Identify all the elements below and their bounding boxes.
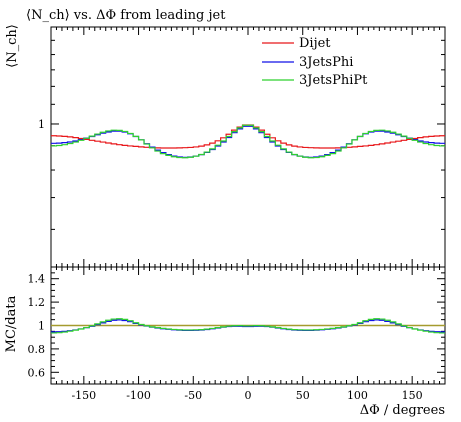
- series-line-dijet: [51, 124, 445, 149]
- legend-label-3jetsphipt: 3JetsPhiPt: [299, 73, 368, 88]
- ratio-y-tick-label: 1.2: [28, 296, 46, 309]
- main-series: [51, 124, 445, 159]
- series-line-3jetsphipt: [51, 124, 445, 159]
- legend-label-3jetsphi: 3JetsPhi: [299, 55, 353, 70]
- legend: Dijet 3JetsPhi 3JetsPhiPt: [262, 36, 368, 88]
- ratio-y-axis-label: MC/data: [4, 295, 19, 352]
- x-tick-label: -150: [71, 389, 96, 402]
- main-plot-frame: [50, 26, 446, 268]
- chart-title: ⟨N_ch⟩ vs. ΔΦ from leading jet: [26, 8, 226, 23]
- legend-label-dijet: Dijet: [299, 36, 331, 51]
- x-tick-label: 100: [347, 389, 368, 402]
- ratio-y-tick-label: 1: [38, 320, 45, 333]
- x-tick-label: 50: [296, 389, 310, 402]
- ratio-line-3jetsphipt: [51, 318, 445, 334]
- series-line-3jetsphi: [51, 125, 445, 158]
- x-tick-label: -100: [126, 389, 151, 402]
- main-y-tick-label: 1: [38, 118, 45, 131]
- main-ticks: 1: [38, 27, 445, 267]
- x-axis-label: ΔΦ / degrees: [360, 403, 445, 418]
- main-y-axis-label: ⟨N_ch⟩: [5, 24, 20, 68]
- ratio-y-tick-label: 0.6: [28, 366, 46, 379]
- ratio-y-tick-label: 0.8: [28, 343, 46, 356]
- x-tick-label: 150: [402, 389, 423, 402]
- ratio-series: [51, 318, 445, 334]
- ratio-y-tick-label: 1.4: [28, 273, 46, 286]
- x-tick-label: -50: [184, 389, 202, 402]
- ratio-ticks: 0.6 0.8 1 1.2 1.4 -150 -100 -50 0 50 100 150: [28, 267, 445, 402]
- x-tick-label: 0: [245, 389, 252, 402]
